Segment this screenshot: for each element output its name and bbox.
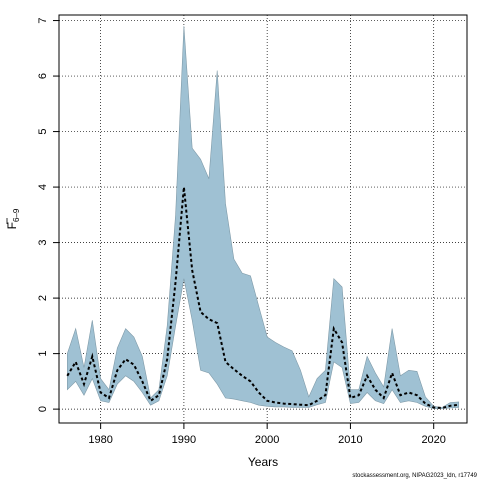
y-tick-label: 3 xyxy=(37,240,49,246)
plot-frame xyxy=(58,14,468,424)
y-tick-label: 5 xyxy=(37,129,49,135)
x-tick-label: 2020 xyxy=(421,434,445,446)
x-tick-label: 2000 xyxy=(255,434,279,446)
y-tick-label: 0 xyxy=(37,406,49,412)
y-tick-label: 6 xyxy=(37,73,49,79)
y-tick-label: 7 xyxy=(37,17,49,23)
x-tick-label: 1990 xyxy=(172,434,196,446)
y-tick-label: 4 xyxy=(37,184,49,190)
axis-ticks: 1980 1990 2000 2010 2020 0 1 2 3 4 5 6 7 xyxy=(37,17,446,446)
confidence-band xyxy=(67,26,459,409)
svg-text:F6–9: F6–9 xyxy=(5,208,21,229)
y-axis-title-main: F xyxy=(5,222,19,229)
x-tick-label: 2010 xyxy=(338,434,362,446)
y-tick-label: 1 xyxy=(37,351,49,357)
footer-credit: stockassessment.org, NIPAG2023_ldn, r177… xyxy=(352,473,477,479)
y-tick-label: 2 xyxy=(37,295,49,301)
x-axis-title: Years xyxy=(248,455,278,469)
y-axis-title: F6–9 xyxy=(5,208,21,229)
estimate-line xyxy=(66,187,459,410)
x-tick-label: 1980 xyxy=(88,434,112,446)
y-axis-title-subscript: 6–9 xyxy=(12,208,21,222)
